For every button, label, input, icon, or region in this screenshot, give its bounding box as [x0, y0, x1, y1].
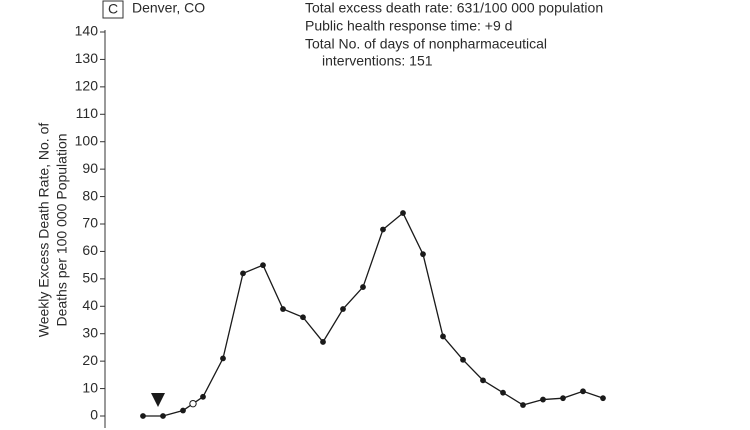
point: [340, 306, 346, 312]
point: [420, 251, 426, 258]
point: [260, 262, 266, 269]
y-tick-label: 110: [76, 105, 99, 121]
y-axis-label: Deaths per 100 000 Population: [54, 133, 70, 326]
y-tick-label: 60: [82, 242, 98, 258]
point: [580, 388, 586, 395]
point: [560, 395, 566, 402]
y-tick-label: 80: [82, 187, 98, 203]
y-tick-label: 10: [82, 379, 98, 395]
response-marker: [151, 393, 165, 407]
point: [380, 226, 386, 233]
point: [160, 413, 166, 419]
point: [189, 399, 197, 408]
point: [520, 402, 526, 408]
point: [200, 393, 206, 400]
annotation: Public health response time: +9 d: [305, 18, 512, 34]
y-tick-label: 0: [90, 407, 98, 423]
annotation: Total No. of days of nonpharmaceutical: [305, 36, 547, 52]
y-tick-label: 90: [82, 160, 98, 176]
point: [460, 356, 466, 363]
annotation: Total excess death rate: 631/100 000 pop…: [305, 0, 603, 16]
point: [500, 389, 506, 396]
point: [360, 284, 366, 290]
y-tick-label: 120: [75, 78, 99, 94]
line: [143, 212, 604, 417]
point: [300, 314, 306, 321]
y-tick-label: 50: [82, 270, 98, 286]
y-tick-label: 140: [75, 23, 99, 39]
panel-box: [102, 0, 124, 19]
y-tick-label: 70: [82, 215, 98, 231]
y-tick-label: 130: [75, 50, 99, 66]
point: [440, 333, 446, 340]
y-axis-label: Weekly Excess Death Rate, No. of: [36, 123, 52, 338]
y-tick-label: 40: [82, 297, 98, 313]
point: [220, 355, 226, 362]
point: [400, 210, 406, 216]
panel-label: C: [108, 1, 118, 17]
annotation: interventions: 151: [322, 53, 433, 69]
y-tick-label: 20: [82, 352, 98, 368]
point: [540, 396, 546, 403]
point: [320, 339, 326, 345]
chart-title: Denver, CO: [132, 0, 205, 16]
point: [480, 377, 486, 384]
point: [140, 413, 146, 419]
point: [180, 407, 186, 414]
point: [280, 306, 286, 312]
y-tick-label: 30: [82, 324, 98, 340]
y-tick-label: 100: [75, 132, 99, 148]
point: [600, 395, 606, 402]
point: [240, 270, 246, 277]
